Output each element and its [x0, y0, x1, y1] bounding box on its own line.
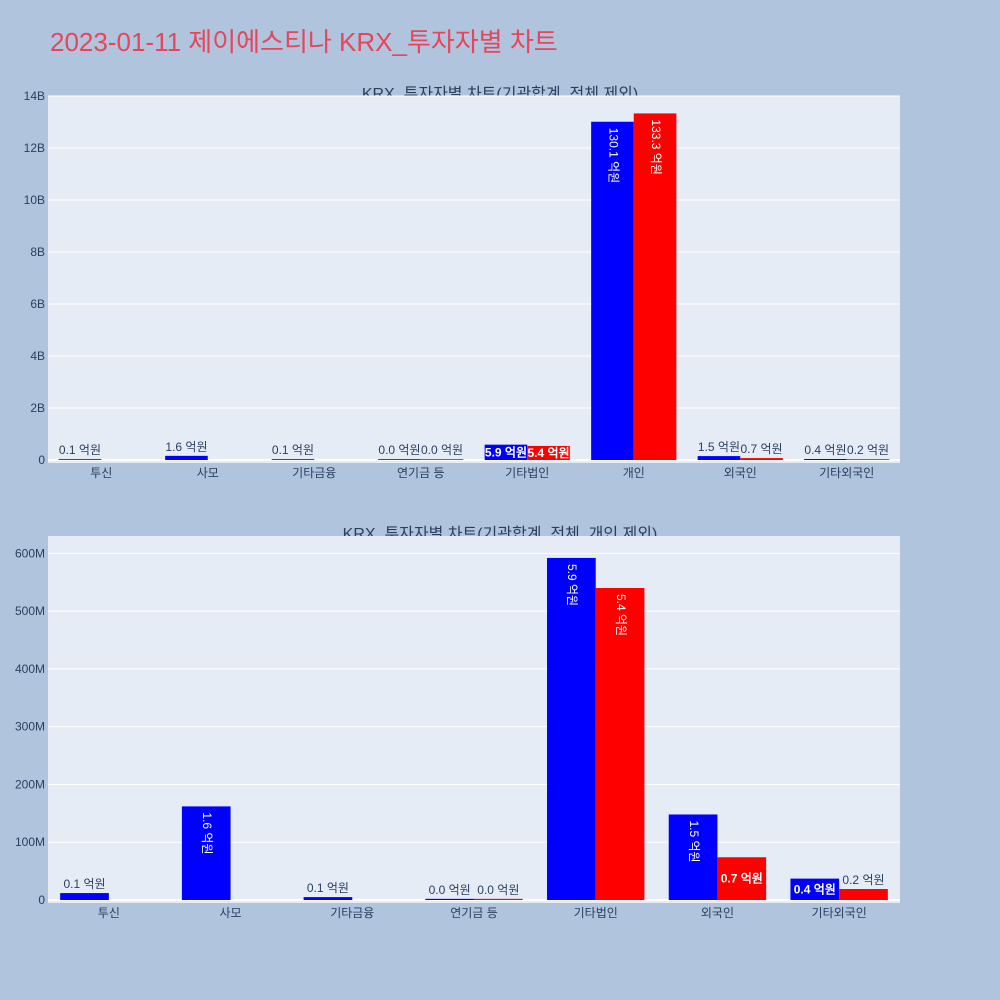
bar-label: 0.1 억원	[63, 877, 105, 891]
bar-label: 133.3 억원	[649, 119, 663, 174]
bar-label: 0.4 억원	[794, 882, 836, 896]
x-tick-label: 외국인	[701, 906, 734, 920]
plot-area	[48, 96, 900, 463]
y-tick-label: 10B	[24, 193, 45, 207]
bar	[271, 459, 315, 460]
bar	[595, 588, 645, 900]
bar	[378, 459, 421, 460]
y-tick-label: 600M	[15, 546, 45, 560]
bar-label: 5.4 억원	[614, 594, 628, 636]
bar	[846, 459, 890, 460]
y-tick-label: 12B	[24, 141, 45, 155]
y-tick-label: 0	[38, 893, 45, 907]
y-tick-label: 14B	[24, 89, 45, 103]
bar	[591, 121, 634, 461]
bar	[165, 455, 208, 460]
x-tick-label: 투신	[90, 466, 112, 480]
x-tick-label: 기타금융	[292, 466, 336, 480]
bar-label: 0.4 억원	[804, 443, 846, 457]
x-tick-label: 기타법인	[574, 906, 618, 920]
bar	[633, 113, 677, 461]
bar-label: 0.2 억원	[842, 873, 884, 887]
x-tick-label: 연기금 등	[450, 906, 498, 920]
x-tick-label: 개인	[623, 466, 645, 480]
page-title: 2023-01-11 제이에스티나 KRX_투자자별 차트	[50, 27, 558, 57]
bar	[527, 445, 570, 460]
bar-label: 0.0 억원	[477, 883, 519, 897]
bar	[804, 459, 847, 460]
bar-label: 1.6 억원	[165, 440, 207, 454]
bar	[474, 898, 523, 900]
x-tick-label: 기타법인	[505, 466, 549, 480]
bar	[60, 893, 109, 900]
x-tick-label: 기타외국인	[819, 466, 874, 480]
bar-label: 0.7 억원	[721, 872, 763, 886]
x-tick-label: 기타금융	[330, 906, 374, 920]
x-tick-label: 투신	[98, 906, 120, 920]
bar	[697, 456, 741, 460]
y-tick-label: 200M	[15, 777, 45, 791]
y-tick-label: 6B	[30, 297, 45, 311]
bar	[839, 889, 888, 900]
bar-label: 5.4 억원	[527, 446, 569, 460]
bar	[425, 898, 474, 900]
bar-label: 0.1 억원	[59, 443, 101, 457]
y-tick-label: 300M	[15, 720, 45, 734]
bar-label: 5.9 억원	[565, 564, 579, 606]
x-tick-label: 기타외국인	[812, 906, 867, 920]
bar	[303, 897, 353, 900]
bar-label: 1.5 억원	[698, 440, 740, 454]
y-tick-label: 400M	[15, 662, 45, 676]
bar	[181, 806, 231, 900]
bar	[740, 458, 783, 460]
y-tick-label: 500M	[15, 604, 45, 618]
x-tick-label: 사모	[220, 906, 242, 920]
x-tick-label: 연기금 등	[397, 466, 445, 480]
bar-label: 0.0 억원	[378, 443, 420, 457]
y-tick-label: 0	[38, 453, 45, 467]
bar	[58, 459, 102, 460]
bar	[547, 557, 596, 900]
plot-area	[48, 536, 900, 903]
bar-label: 0.2 억원	[847, 443, 889, 457]
bar-label: 1.6 억원	[200, 812, 214, 854]
y-tick-label: 2B	[30, 401, 45, 415]
bar-label: 0.7 억원	[740, 442, 782, 456]
y-tick-label: 100M	[15, 835, 45, 849]
y-tick-label: 4B	[30, 349, 45, 363]
bar	[717, 857, 767, 900]
bar	[790, 878, 840, 900]
bar	[420, 459, 464, 460]
x-tick-label: 외국인	[724, 466, 757, 480]
bar-label: 0.0 억원	[421, 443, 463, 457]
bar-label: 0.0 억원	[429, 883, 471, 897]
bar-label: 1.5 억원	[687, 820, 701, 862]
bar-label: 130.1 억원	[606, 128, 620, 183]
x-tick-label: 사모	[197, 466, 219, 480]
bar-label: 0.1 억원	[272, 443, 314, 457]
bar-label: 5.9 억원	[485, 445, 527, 459]
bar	[484, 444, 528, 460]
bar	[668, 814, 718, 900]
y-tick-label: 8B	[30, 245, 45, 259]
bar-label: 0.1 억원	[307, 881, 349, 895]
